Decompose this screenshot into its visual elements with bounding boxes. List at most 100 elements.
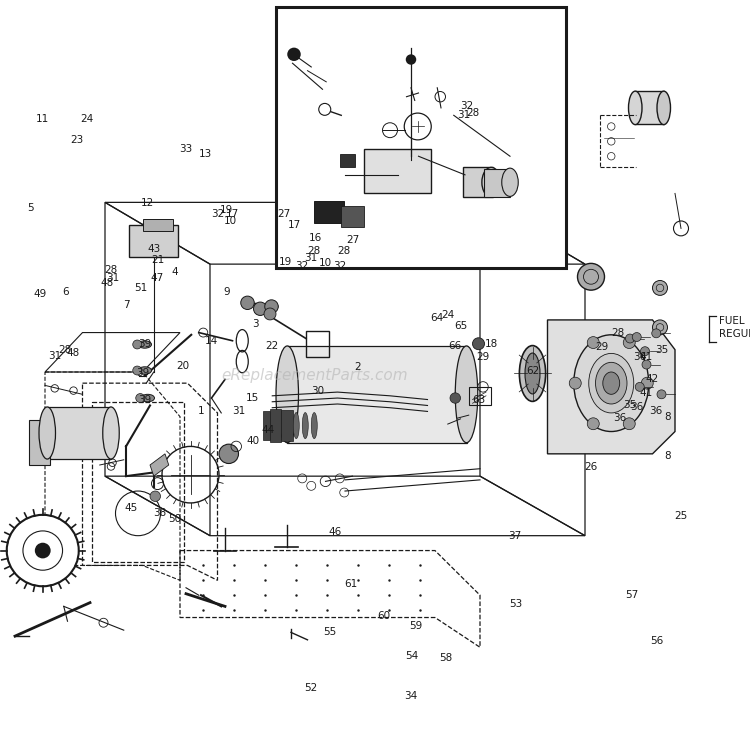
Text: 13: 13 <box>199 149 212 159</box>
Text: 16: 16 <box>309 233 322 243</box>
Circle shape <box>133 366 142 375</box>
Bar <box>341 206 364 227</box>
Text: 37: 37 <box>508 530 521 541</box>
Circle shape <box>578 263 604 290</box>
Text: 2: 2 <box>355 362 361 372</box>
Bar <box>484 169 510 197</box>
Ellipse shape <box>103 407 119 459</box>
Text: 30: 30 <box>311 385 325 396</box>
Bar <box>364 149 431 193</box>
Text: 20: 20 <box>176 361 190 371</box>
Text: 63: 63 <box>472 395 485 405</box>
Text: 10: 10 <box>319 257 332 268</box>
Bar <box>129 225 178 257</box>
Text: 31: 31 <box>48 350 62 361</box>
Text: 28: 28 <box>307 246 320 256</box>
Text: 57: 57 <box>626 590 639 600</box>
Text: 19: 19 <box>278 257 292 267</box>
Text: 6: 6 <box>62 287 68 298</box>
Text: 17: 17 <box>226 208 239 219</box>
Circle shape <box>641 377 653 389</box>
Bar <box>281 410 292 441</box>
Circle shape <box>136 394 145 403</box>
Text: 59: 59 <box>410 621 423 632</box>
Bar <box>463 167 493 197</box>
Circle shape <box>640 347 650 356</box>
Text: 11: 11 <box>36 114 50 124</box>
Ellipse shape <box>302 412 308 438</box>
Circle shape <box>657 390 666 399</box>
Text: 3: 3 <box>252 318 258 329</box>
Ellipse shape <box>628 91 642 124</box>
Text: 23: 23 <box>70 135 83 145</box>
Text: 54: 54 <box>405 651 418 661</box>
Bar <box>635 91 664 124</box>
Text: 55: 55 <box>323 627 337 638</box>
Text: 31: 31 <box>457 110 470 121</box>
Text: 36: 36 <box>650 405 663 416</box>
Text: 44: 44 <box>262 425 275 435</box>
Text: 28: 28 <box>611 327 625 338</box>
Text: 62: 62 <box>526 365 539 376</box>
Circle shape <box>450 393 460 403</box>
Circle shape <box>652 329 661 338</box>
Text: 29: 29 <box>476 352 490 362</box>
Circle shape <box>254 302 267 315</box>
Bar <box>287 346 466 443</box>
Circle shape <box>652 320 668 335</box>
Ellipse shape <box>39 407 56 459</box>
Text: 39: 39 <box>136 368 149 379</box>
Circle shape <box>265 300 278 313</box>
Circle shape <box>264 308 276 320</box>
Text: 53: 53 <box>509 599 523 609</box>
Text: 8: 8 <box>664 411 670 422</box>
Text: 19: 19 <box>220 205 233 215</box>
Text: 39: 39 <box>138 339 152 350</box>
Ellipse shape <box>596 362 627 404</box>
Bar <box>28 420 50 465</box>
Text: 9: 9 <box>224 286 230 297</box>
Text: 35: 35 <box>655 344 668 355</box>
Text: 52: 52 <box>304 683 318 693</box>
Text: 48: 48 <box>100 278 114 288</box>
Text: 1: 1 <box>198 406 204 417</box>
Text: 27: 27 <box>278 208 291 219</box>
Text: 34: 34 <box>404 690 418 701</box>
Ellipse shape <box>657 91 670 124</box>
Text: 31: 31 <box>232 406 245 417</box>
Ellipse shape <box>589 353 634 413</box>
Text: 36: 36 <box>613 413 626 423</box>
Text: FUEL
REGULATOR: FUEL REGULATOR <box>718 316 750 339</box>
Text: 36: 36 <box>633 352 646 362</box>
Circle shape <box>287 48 301 61</box>
Text: 21: 21 <box>151 255 164 266</box>
Text: 33: 33 <box>179 144 193 154</box>
Text: 15: 15 <box>245 393 259 403</box>
Bar <box>262 411 270 440</box>
Bar <box>469 387 491 405</box>
Text: 32: 32 <box>460 100 474 111</box>
Polygon shape <box>150 454 169 476</box>
Text: 28: 28 <box>58 344 72 355</box>
Text: 41: 41 <box>640 388 653 398</box>
Circle shape <box>319 103 331 115</box>
Circle shape <box>623 418 635 430</box>
Circle shape <box>632 333 641 341</box>
Ellipse shape <box>519 345 545 401</box>
Text: 60: 60 <box>377 611 391 621</box>
Text: 32: 32 <box>296 260 309 271</box>
Circle shape <box>150 491 160 501</box>
Circle shape <box>133 340 142 349</box>
Text: eReplacementParts.com: eReplacementParts.com <box>222 368 408 383</box>
Bar <box>47 407 111 459</box>
Text: 26: 26 <box>584 462 598 472</box>
Bar <box>270 408 281 442</box>
Text: 51: 51 <box>134 283 148 293</box>
Ellipse shape <box>138 367 152 374</box>
Text: 12: 12 <box>141 198 154 208</box>
Text: 27: 27 <box>346 235 360 246</box>
Text: 28: 28 <box>466 108 480 118</box>
Text: 10: 10 <box>224 216 237 226</box>
Text: 46: 46 <box>328 527 342 537</box>
Text: 66: 66 <box>448 341 462 351</box>
